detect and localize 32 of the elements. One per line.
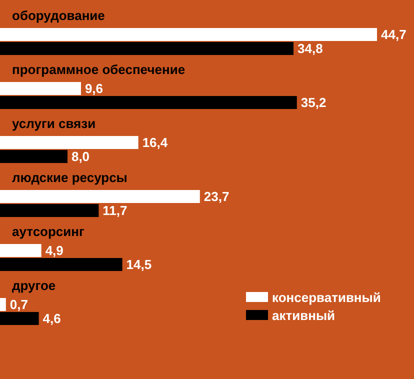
data-label: 35,2 <box>300 95 326 110</box>
data-label: 16,4 <box>142 135 168 150</box>
data-label: 0,7 <box>10 297 28 312</box>
data-label: 8,0 <box>71 149 90 164</box>
legend-label: консервативный <box>272 290 381 305</box>
y-tick-label: услуги связи <box>12 116 96 131</box>
bar <box>0 136 138 149</box>
y-tick-label: другое <box>12 278 56 293</box>
data-label: 14,5 <box>126 257 152 272</box>
y-tick-label: программное обеспечение <box>12 62 186 77</box>
data-label: 9,6 <box>84 81 104 96</box>
data-label: 34,8 <box>298 41 323 56</box>
bar <box>0 244 42 257</box>
bar <box>0 42 294 55</box>
bar <box>0 312 39 325</box>
bar <box>0 258 122 271</box>
bar <box>0 204 99 217</box>
data-label: 11,7 <box>102 203 128 218</box>
y-tick-label: аутсорсинг <box>12 224 85 239</box>
bar <box>0 298 6 311</box>
bar <box>0 150 68 163</box>
data-label: 4,6 <box>42 311 61 326</box>
y-tick-label: людские ресурсы <box>12 170 128 185</box>
data-label: 4,9 <box>45 243 64 258</box>
bar <box>0 190 200 203</box>
y-tick-label: оборудование <box>12 8 105 23</box>
data-label: 23,7 <box>204 189 230 204</box>
bar <box>0 28 377 41</box>
legend-label: активный <box>272 308 336 323</box>
bar <box>0 82 81 95</box>
bar <box>0 96 297 109</box>
data-label: 44,7 <box>381 27 406 42</box>
